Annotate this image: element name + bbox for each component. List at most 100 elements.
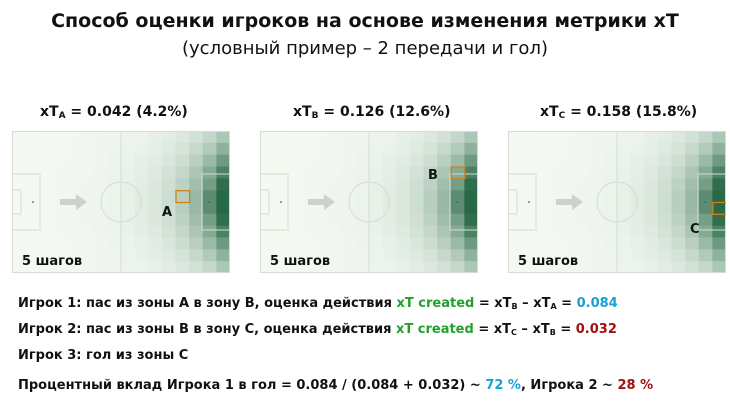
heat-cell (712, 213, 726, 226)
heat-cell (148, 225, 163, 238)
heat-cell (521, 142, 536, 155)
heat-cell (12, 166, 26, 179)
xt-value: = 0.158 (15.8%) (565, 104, 698, 120)
heat-cell (328, 154, 343, 167)
value-player-1: 0.084 (576, 296, 618, 311)
heat-cell (39, 154, 54, 167)
heat-cell (287, 249, 302, 262)
heat-cell (121, 237, 135, 250)
heat-cell (562, 178, 577, 191)
heat-cell (576, 154, 591, 167)
heat-cell (521, 131, 536, 144)
heat-cell (464, 154, 478, 167)
heat-cell (698, 213, 713, 226)
heat-cell (80, 190, 95, 203)
heat-cell (121, 202, 135, 215)
heat-cell (300, 142, 315, 155)
heat-cell (603, 237, 618, 250)
heat-cell (66, 154, 81, 167)
arrow-shaft (60, 199, 76, 205)
heat-cell (657, 178, 672, 191)
heat-cell (80, 142, 95, 155)
heat-cell (314, 131, 329, 144)
heat-cell (341, 237, 356, 250)
heat-cell (630, 202, 645, 215)
heat-cell (107, 178, 122, 191)
heat-cell (287, 166, 302, 179)
heat-cell (508, 237, 522, 250)
heat-cell (576, 202, 591, 215)
heat-cell (521, 178, 536, 191)
heat-cell (630, 154, 645, 167)
heat-cell (175, 154, 190, 167)
heat-cell (671, 237, 686, 250)
heat-cell (260, 178, 274, 191)
heat-cell (409, 202, 424, 215)
heat-cell (369, 142, 383, 155)
arrow-head-icon (572, 194, 583, 210)
heat-cell (52, 237, 67, 250)
heat-cell (671, 249, 686, 262)
heat-cell (698, 154, 713, 167)
heat-cell (617, 190, 631, 203)
steps-label: 5 шагов (22, 254, 83, 269)
heat-cell (12, 213, 26, 226)
heat-cell (287, 261, 302, 273)
note-sub: A (550, 302, 557, 311)
xt-label-c: xTC = 0.158 (15.8%) (540, 104, 697, 121)
heat-cell (396, 190, 411, 203)
heat-cell (535, 154, 550, 167)
arrow-head-icon (324, 194, 335, 210)
heat-cell (521, 237, 536, 250)
right-penalty-box (201, 173, 230, 231)
heat-cell (287, 190, 302, 203)
heat-cell (287, 213, 302, 226)
heat-cell (630, 142, 645, 155)
left-penalty-box (12, 173, 41, 231)
heat-cell (562, 131, 577, 144)
right-penalty-box (697, 173, 726, 231)
heat-cell (355, 178, 370, 191)
heat-cell (134, 261, 149, 273)
heat-cell (148, 213, 163, 226)
heat-cell (80, 213, 95, 226)
heat-cell (657, 131, 672, 144)
heat-cell (685, 178, 700, 191)
heat-cell (521, 202, 536, 215)
heat-cell (671, 213, 686, 226)
heat-cell (148, 190, 163, 203)
heat-cell (617, 202, 631, 215)
zone-letter-b: B (428, 168, 438, 183)
heat-cell (328, 190, 343, 203)
heat-cell (382, 213, 397, 226)
heat-cell (685, 261, 700, 273)
heat-cell (216, 142, 230, 155)
heat-cell (328, 237, 343, 250)
heat-cell (685, 131, 700, 144)
note-sub: B (549, 328, 556, 337)
heat-cell (66, 131, 81, 144)
heat-cell (300, 261, 315, 273)
heat-cell (314, 261, 329, 273)
xt-sub: C (558, 111, 566, 121)
heat-cell (148, 178, 163, 191)
heat-cell (657, 202, 672, 215)
heat-cell (12, 249, 26, 262)
heat-cell (341, 190, 356, 203)
heat-cell (328, 142, 343, 155)
zone-letter-c: C (690, 222, 700, 237)
heat-cell (464, 178, 478, 191)
heat-cell (273, 166, 288, 179)
heat-cell (437, 213, 452, 226)
heat-cell (508, 261, 522, 273)
heat-cell (39, 202, 54, 215)
heat-cell (548, 249, 563, 262)
heat-cell (508, 249, 522, 262)
pitch-a (12, 131, 230, 273)
heat-cell (341, 142, 356, 155)
heat-cell (66, 261, 81, 273)
heat-cell (328, 166, 343, 179)
heat-cell (437, 178, 452, 191)
heat-cell (685, 190, 700, 203)
heat-cell (671, 178, 686, 191)
